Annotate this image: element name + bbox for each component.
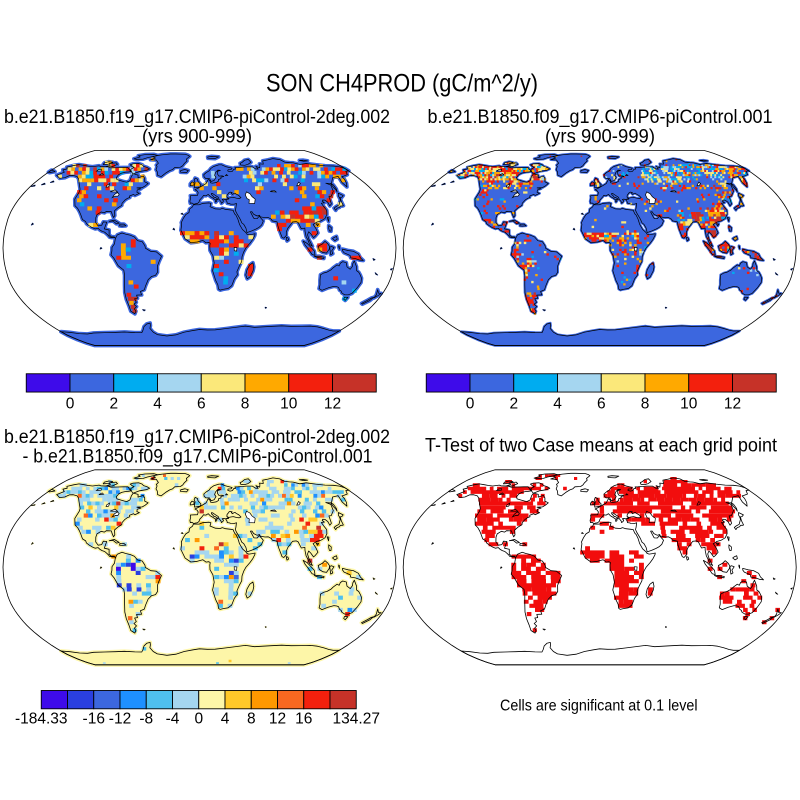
svg-text:8: 8 (641, 396, 650, 413)
svg-text:(yrs 900-999): (yrs 900-999) (545, 127, 655, 148)
svg-text:b.e21.B1850.f19_g17.CMIP6-piCo: b.e21.B1850.f19_g17.CMIP6-piControl-2deg… (4, 427, 390, 448)
svg-text:- b.e21.B1850.f09_g17.CMIP6-pi: - b.e21.B1850.f09_g17.CMIP6-piControl.00… (23, 446, 373, 467)
svg-text:T-Test of two Case means at ea: T-Test of two Case means at each grid po… (425, 436, 778, 457)
svg-text:0: 0 (194, 711, 203, 728)
svg-text:16: 16 (295, 711, 312, 728)
svg-text:134.27: 134.27 (333, 711, 380, 728)
svg-text:-16: -16 (83, 711, 105, 728)
svg-text:SON CH4PROD (gC/m^2/y): SON CH4PROD (gC/m^2/y) (266, 70, 538, 98)
svg-text:4: 4 (553, 396, 562, 413)
svg-text:Cells are significant at 0.1 l: Cells are significant at 0.1 level (500, 698, 698, 715)
svg-text:10: 10 (680, 396, 698, 413)
svg-text:(yrs 900-999): (yrs 900-999) (142, 127, 252, 148)
svg-text:0: 0 (66, 396, 75, 413)
svg-text:8: 8 (247, 711, 256, 728)
svg-text:-4: -4 (166, 711, 180, 728)
svg-text:2: 2 (109, 396, 118, 413)
svg-text:b.e21.B1850.f19_g17.CMIP6-piCo: b.e21.B1850.f19_g17.CMIP6-piControl-2deg… (4, 107, 390, 128)
svg-text:b.e21.B1850.f09_g17.CMIP6-piCo: b.e21.B1850.f09_g17.CMIP6-piControl.001 (428, 107, 773, 128)
svg-text:8: 8 (241, 396, 250, 413)
svg-text:12: 12 (269, 711, 286, 728)
svg-text:2: 2 (509, 396, 518, 413)
svg-text:12: 12 (724, 396, 741, 413)
svg-text:-12: -12 (109, 711, 131, 728)
svg-text:6: 6 (597, 396, 606, 413)
svg-text:4: 4 (221, 711, 230, 728)
svg-text:0: 0 (466, 396, 475, 413)
svg-text:-184.33: -184.33 (15, 711, 68, 728)
svg-text:10: 10 (280, 396, 298, 413)
svg-text:6: 6 (197, 396, 206, 413)
svg-text:-8: -8 (139, 711, 153, 728)
svg-text:4: 4 (153, 396, 162, 413)
svg-text:12: 12 (324, 396, 341, 413)
